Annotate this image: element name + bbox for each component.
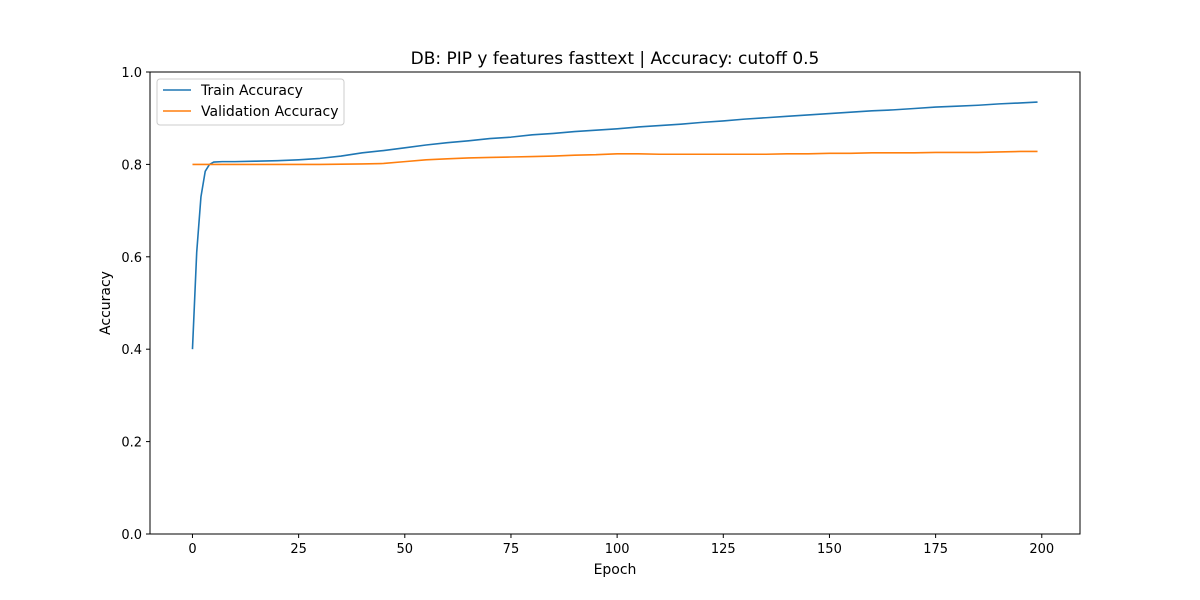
x-tick-label: 200 [1029, 542, 1054, 557]
series-line-train-accuracy [191, 101, 1038, 350]
x-tick-label: 125 [711, 542, 736, 557]
y-tick-label: 0.2 [121, 436, 142, 451]
y-tick-label: 1.0 [121, 66, 142, 81]
x-axis-label: Epoch [594, 562, 637, 578]
x-tick-label: 0 [188, 542, 196, 557]
chart-title: DB: PIP y features fasttext | Accuracy: … [411, 49, 820, 69]
series-line-validation-accuracy [192, 150, 1038, 166]
x-tick-label: 50 [397, 542, 414, 557]
y-tick-label: 0.0 [121, 528, 142, 543]
legend-label-train-accuracy: Train Accuracy [200, 83, 303, 99]
y-axis-label: Accuracy [98, 271, 114, 335]
y-tick-label: 0.4 [121, 343, 142, 358]
plot-area: 0 25 50 75 100 125 150 175 200 0.0 0.2 0.4 0.6 0.8 1.0 [121, 66, 1081, 557]
legend: Train Accuracy Validation Accuracy [156, 78, 345, 126]
legend-label-validation-accuracy: Validation Accuracy [201, 104, 339, 120]
x-tick-label: 150 [817, 542, 842, 557]
x-tick-label: 100 [605, 542, 630, 557]
legend-box [156, 78, 345, 126]
y-tick-label: 0.6 [121, 251, 142, 266]
x-tick-label: 175 [923, 542, 948, 557]
y-tick-label: 0.8 [121, 158, 142, 173]
x-tick-label: 25 [290, 542, 307, 557]
x-tick-label: 75 [503, 542, 520, 557]
axes-frame [149, 71, 1081, 535]
